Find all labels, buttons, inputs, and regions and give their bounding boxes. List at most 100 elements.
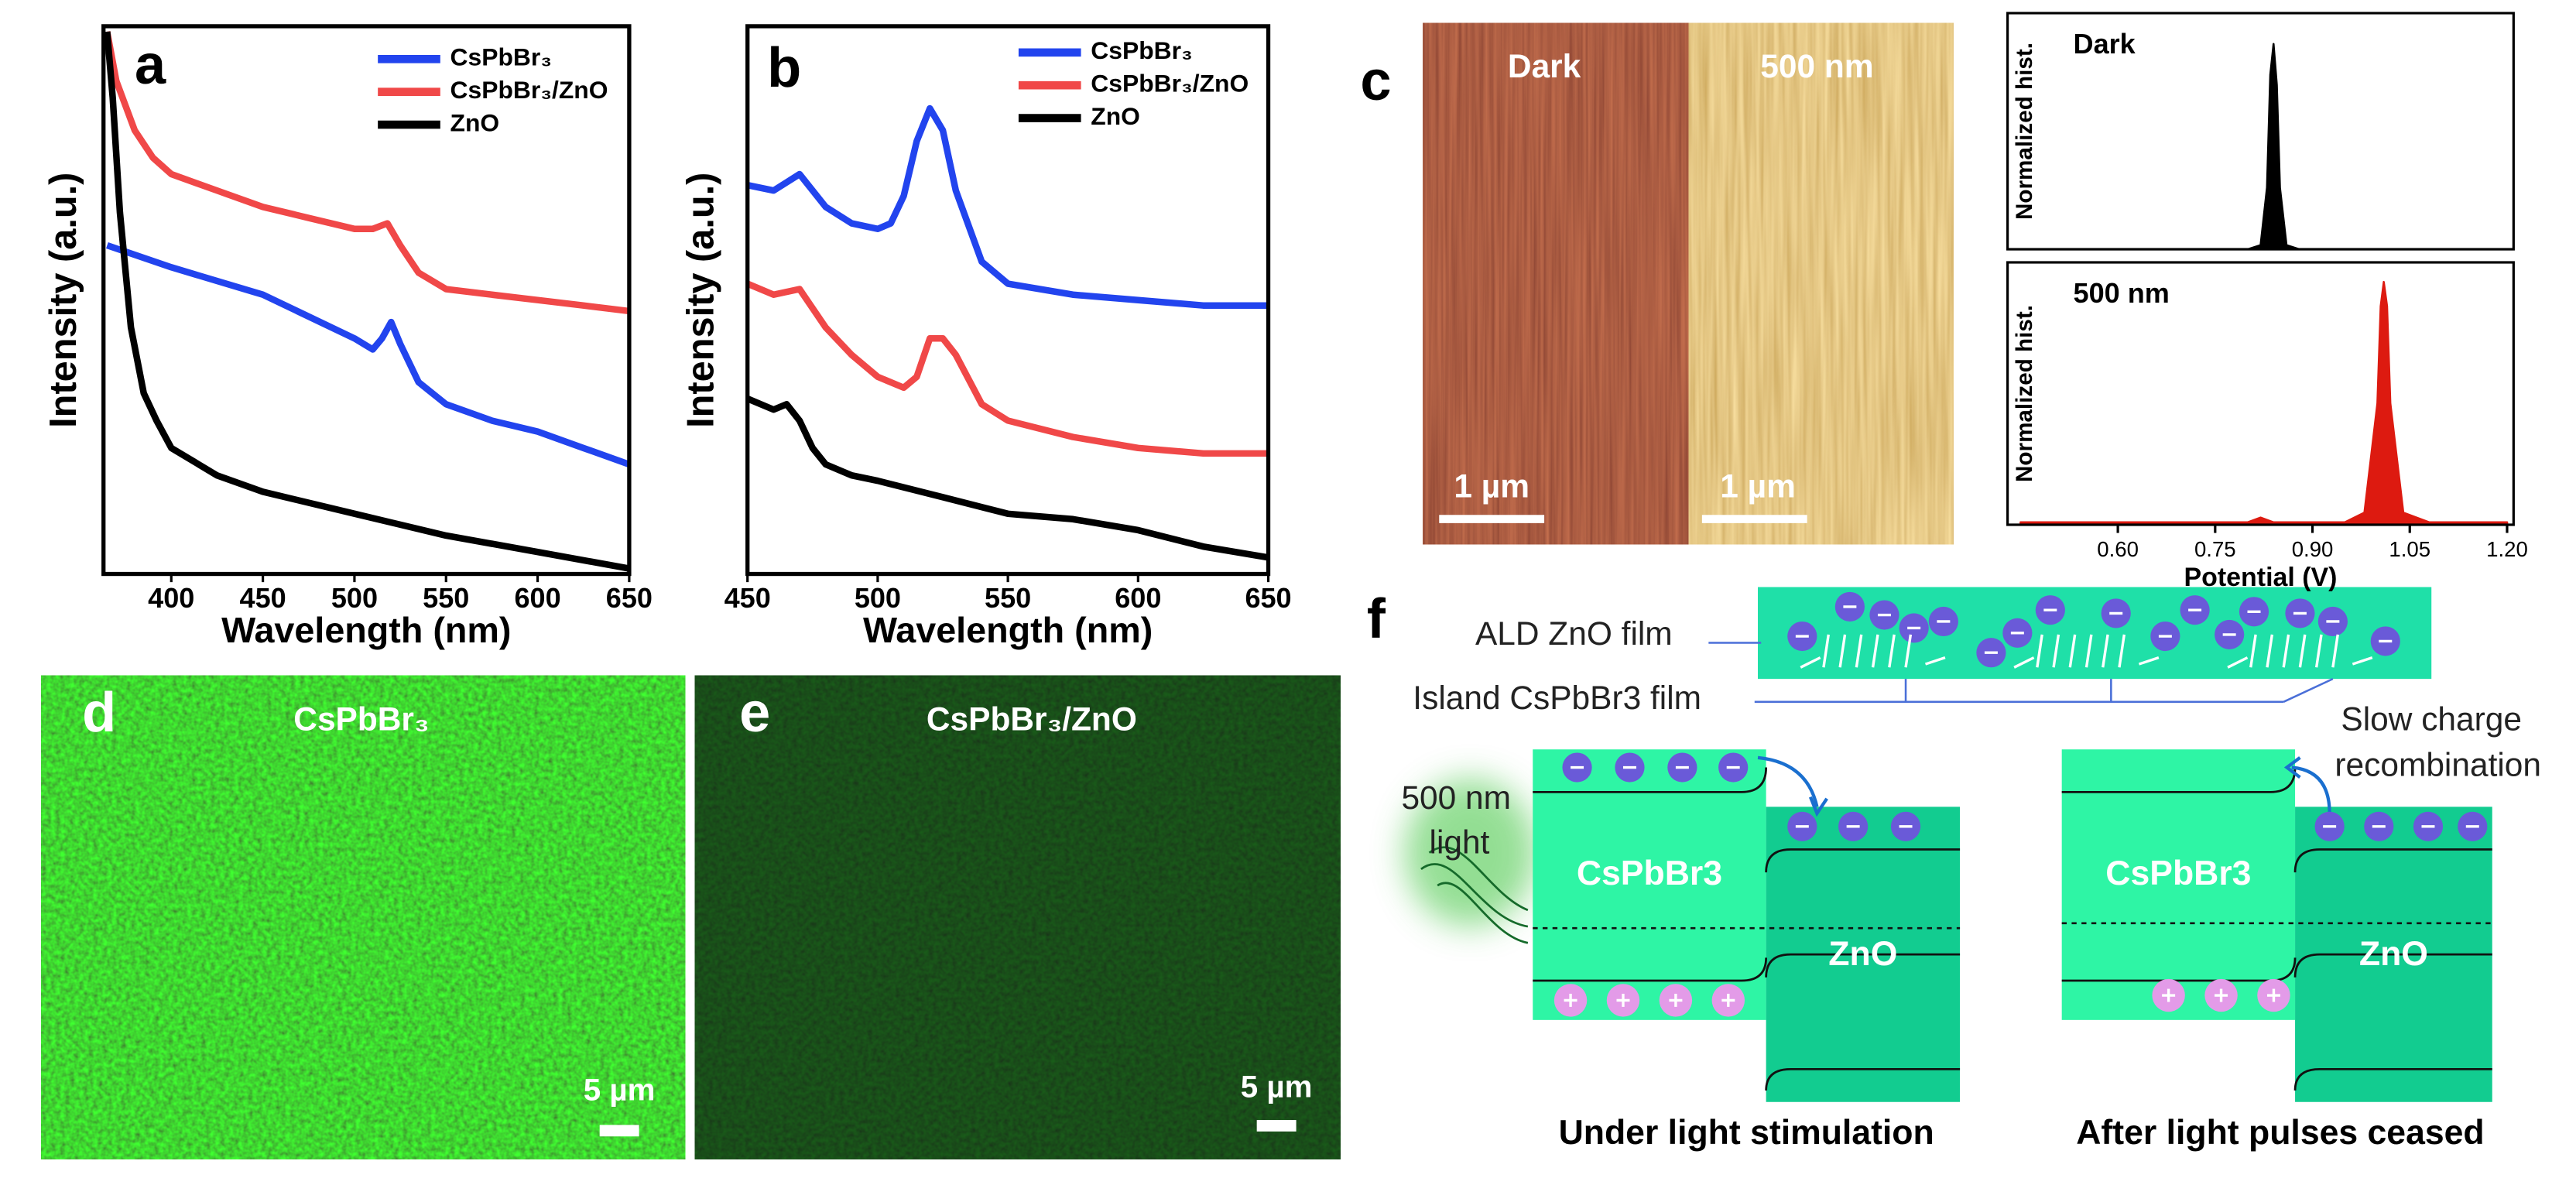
band-cspbbr3 — [2061, 749, 2296, 1020]
arrow — [2227, 656, 2249, 669]
x-tick-label: 450 — [240, 582, 286, 614]
legend-label: CsPbBr₃/ZnO — [1091, 70, 1249, 98]
y-axis-label: Intensity (a.u.) — [680, 173, 721, 428]
legend-label: ZnO — [1091, 102, 1140, 130]
note: Slow charge — [2341, 700, 2522, 737]
x-tick-label: 450 — [724, 582, 771, 614]
transfer-arrow — [1757, 755, 1819, 807]
x-tick-label: 500 — [331, 582, 378, 614]
legend-label: ZnO — [450, 108, 500, 136]
scale-label: 5 µm — [584, 1073, 656, 1108]
band-edges — [1533, 767, 2492, 1091]
arrow — [2138, 656, 2160, 666]
arrow — [2352, 656, 2373, 666]
arrow — [2013, 656, 2035, 669]
axes-frame — [2006, 261, 2515, 526]
panel-letter: d — [82, 682, 116, 744]
panel-title: 500 nm — [2074, 277, 2170, 309]
arrow — [2052, 634, 2060, 668]
legend-label: CsPbBr₃ — [1091, 36, 1192, 64]
caption: Under light stimulation — [1559, 1114, 1934, 1152]
material-label: CsPbBr3 — [2105, 854, 2251, 892]
line — [104, 31, 630, 572]
band-cspbbr3 — [1533, 749, 1766, 1020]
material-label: ZnO — [1828, 935, 1897, 973]
arrow — [2102, 634, 2109, 668]
image-label: CsPbBr₃ — [293, 700, 429, 737]
scale-bar — [1701, 515, 1807, 523]
x-axis-label: Wavelength (nm) — [863, 610, 1153, 650]
arrow — [1904, 634, 1913, 668]
arrow — [2084, 634, 2093, 668]
light-waves — [1420, 846, 1529, 944]
x-tick-label: 0.90 — [2292, 537, 2334, 561]
scale-bar — [1439, 515, 1545, 523]
arrow — [1924, 656, 1946, 666]
legend-label: CsPbBr₃ — [450, 43, 552, 71]
arrow — [2036, 634, 2043, 668]
image-e — [694, 675, 1341, 1159]
x-axis-label: Potential (V) — [2184, 563, 2338, 592]
arrow — [2266, 634, 2274, 668]
x-tick-label: 400 — [148, 582, 194, 614]
y-axis-label: Normalized hist. — [2012, 305, 2037, 482]
panel-letter: f — [1367, 588, 1386, 650]
x-axis-label: Wavelength (nm) — [221, 610, 511, 650]
x-tick-label: 1.20 — [2486, 537, 2528, 561]
arrow — [1871, 634, 1879, 668]
scale-label: 1 µm — [1454, 468, 1530, 505]
arrow — [2331, 634, 2339, 668]
scale-bar — [1256, 1120, 1297, 1132]
x-tick-label: 550 — [423, 582, 469, 614]
line — [746, 104, 1269, 309]
arrow — [2249, 634, 2257, 668]
panel-title: Dark — [2074, 28, 2136, 60]
image-label: 500 nm — [1760, 48, 1873, 84]
note: recombination — [2334, 747, 2541, 783]
arrow — [1838, 634, 1847, 668]
x-tick-label: 0.60 — [2097, 537, 2139, 561]
afm-light-image — [1688, 22, 1954, 545]
arrow-head — [2283, 756, 2301, 779]
image-label: Dark — [1508, 48, 1581, 84]
arrow — [1822, 634, 1830, 668]
zno-film — [1758, 587, 2432, 680]
material-label: CsPbBr3 — [1577, 854, 1722, 892]
axes-frame — [2006, 12, 2515, 251]
panel-letter: e — [739, 682, 770, 744]
x-tick-label: 600 — [514, 582, 560, 614]
line — [746, 396, 1269, 561]
y-axis-label: Intensity (a.u.) — [43, 173, 84, 428]
scale-label: 1 µm — [1720, 468, 1796, 505]
diagram-label: light — [1430, 824, 1490, 860]
axes-frame — [745, 24, 1271, 577]
legend-label: CsPbBr₃/ZnO — [450, 76, 608, 104]
x-tick-label: 0.75 — [2194, 537, 2236, 561]
scale-bar — [599, 1125, 639, 1137]
x-tick-label: 650 — [1245, 582, 1291, 614]
x-tick-label: 650 — [606, 582, 653, 614]
x-tick-label: 1.05 — [2389, 537, 2430, 561]
arrow-head — [1808, 796, 1828, 817]
line — [106, 241, 631, 468]
arrow — [1800, 656, 1821, 669]
caption: After light pulses ceased — [2076, 1114, 2484, 1152]
histogram — [2246, 43, 2301, 251]
x-tick-label: 500 — [855, 582, 901, 614]
panel-letter: b — [767, 37, 801, 99]
x-tick-label: 550 — [985, 582, 1031, 614]
panel-letter: c — [1360, 50, 1391, 112]
diagram — [1404, 587, 2492, 1102]
diagram-label: Island CsPbBr3 film — [1413, 680, 1701, 716]
arrow — [2118, 634, 2126, 668]
pointer-lines — [1708, 642, 2334, 704]
scale-label: 5 µm — [1241, 1069, 1313, 1104]
charges — [1553, 591, 2488, 1017]
arrow — [2068, 634, 2077, 668]
light-glow — [1404, 779, 1536, 927]
arrow — [2282, 634, 2290, 668]
line — [104, 31, 630, 315]
arrow — [2314, 634, 2323, 668]
material-label: ZnO — [2359, 935, 2428, 973]
